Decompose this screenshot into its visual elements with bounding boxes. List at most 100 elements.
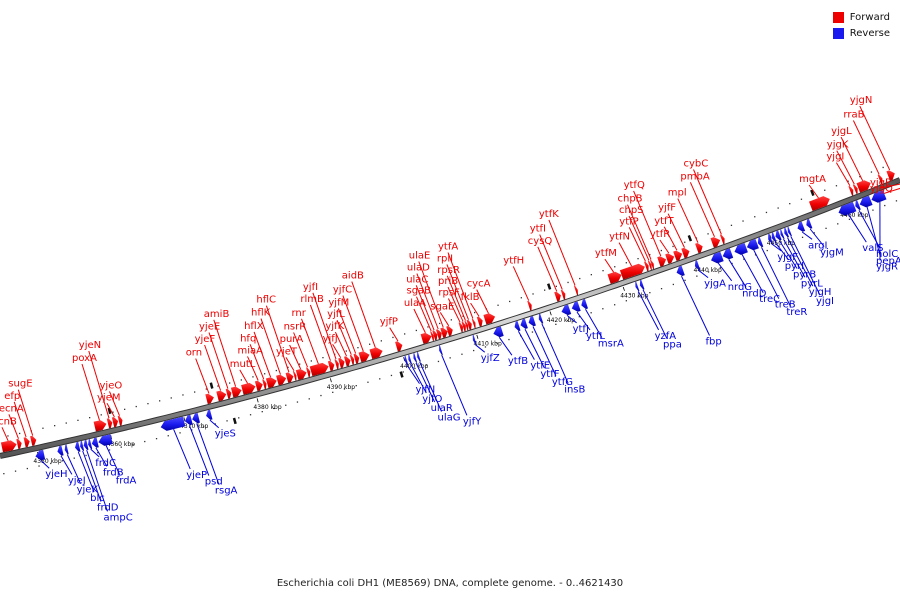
gene-label-yjgL: yjgL: [831, 126, 852, 137]
forward-gene-ytfT: [673, 250, 683, 261]
scale-tick: [549, 311, 552, 316]
mobile-element-mark: [399, 371, 404, 378]
gene-label-ytfF: ytfF: [540, 369, 559, 380]
label-leader-pyrL: [783, 238, 806, 278]
gene-label-yjeO: yjeO: [100, 380, 123, 391]
scale-tick-label: 4440 kbp: [694, 267, 722, 274]
scale-tick: [769, 234, 772, 239]
gene-label-ulaR: ulaR: [431, 403, 453, 414]
label-leader-mpl: [677, 198, 699, 243]
reverse-track-dot: [684, 279, 686, 281]
label-leader-ecnB: [1, 427, 9, 442]
forward-gene-rlmB: [327, 360, 335, 371]
label-leader-yjfZ: [475, 344, 486, 353]
label-leader-yjfK: [334, 331, 347, 357]
reverse-track-dot: [461, 353, 463, 355]
gene-label-ytfL: ytfL: [586, 331, 605, 342]
gene-label-valS: valS: [862, 243, 883, 254]
forward-gene-ytfP: [644, 261, 649, 272]
reverse-track-dot: [672, 283, 674, 286]
forward-gene-rpsF: [458, 322, 463, 333]
forward-gene-yjeM: [111, 417, 119, 428]
gene-label-ulaE: ulaE: [409, 251, 431, 262]
label-leader-yjgI: [790, 236, 821, 296]
reverse-gene-frdA: [98, 434, 113, 446]
forward-track-dot: [695, 237, 698, 239]
gene-label-nsrR: nsrR: [284, 322, 307, 333]
forward-track-dot: [170, 397, 172, 399]
forward-track-dot: [229, 382, 231, 384]
label-leader-ytfN: [618, 242, 633, 267]
forward-track-dot: [310, 360, 312, 362]
gene-label-chpB: chpB: [618, 194, 643, 205]
label-leader-yjeT: [285, 357, 295, 372]
gene-label-pyrL: pyrL: [801, 278, 823, 289]
reverse-gene-treR: [757, 237, 764, 248]
forward-track-dot: [800, 198, 803, 200]
label-leader-rlmB: [309, 304, 331, 361]
forward-gene-ytfN: [619, 263, 645, 280]
gene-label-poxA: poxA: [72, 353, 97, 364]
gene-label-ecnB: ecnB: [0, 416, 17, 427]
gene-label-priB: priB: [438, 276, 458, 287]
gene-label-rpsF: rpsF: [438, 288, 460, 299]
label-leader-yjgP: [879, 183, 900, 189]
label-leader-yjeM: [106, 403, 115, 418]
label-leader-ytfT: [663, 226, 678, 251]
gene-label-holC: holC: [876, 249, 898, 260]
label-leader-ytfL: [576, 311, 591, 331]
forward-track-dot: [754, 216, 756, 218]
gene-label-amiB: amiB: [204, 309, 230, 320]
forward-gene-yjfP: [395, 341, 403, 352]
forward-track-dot: [567, 281, 569, 284]
reverse-track-dot: [590, 312, 592, 314]
label-leader-cycA: [476, 289, 489, 314]
label-leader-ytfF: [524, 328, 545, 369]
reverse-gene-ampC: [83, 439, 89, 450]
label-leader-ytfK: [548, 219, 576, 286]
label-leader-rplI: [446, 264, 469, 320]
gene-label-yjeK: yjeK: [77, 485, 99, 496]
reverse-track-dot: [637, 296, 639, 298]
gene-label-insB: insB: [564, 384, 585, 395]
reverse-gene-yjeP: [160, 416, 186, 431]
gene-label-mutL: mutL: [230, 359, 256, 370]
reverse-track-dot: [120, 446, 122, 448]
reverse-track-dot: [567, 319, 569, 322]
reverse-gene-ytfG: [528, 316, 536, 327]
reverse-track-dot: [38, 465, 40, 467]
label-leader-yjgH: [787, 237, 814, 287]
gene-label-yjfK: yjfK: [325, 321, 344, 332]
scale-tick-label: 4360 kbp: [107, 441, 135, 448]
label-leader-ytfI: [539, 234, 563, 290]
reverse-track-dot: [202, 426, 205, 428]
forward-track-dot: [404, 333, 406, 335]
reverse-track-dot: [390, 374, 393, 377]
reverse-gene-yjgA: [694, 260, 701, 271]
gene-label-ytfG: ytfG: [552, 377, 573, 388]
forward-gene-hflK: [276, 374, 287, 386]
reverse-track-dot: [308, 398, 310, 400]
genome-backbone: [0, 177, 900, 459]
label-leader-hflK: [260, 318, 281, 375]
forward-track-dot: [240, 379, 242, 381]
forward-gene-ytfI: [560, 289, 566, 300]
gene-label-yjgP: yjgP: [870, 177, 891, 188]
reverse-track-dot: [167, 435, 169, 437]
gene-label-psd: psd: [205, 477, 223, 488]
gene-label-yjfZ: yjfZ: [481, 353, 500, 364]
mobile-element-mark: [107, 407, 112, 415]
forward-track-dot: [345, 350, 347, 352]
forward-gene-poxA: [93, 420, 107, 432]
label-leader-psd: [188, 425, 210, 476]
forward-gene-aidB: [369, 347, 383, 360]
reverse-track-dot: [3, 473, 5, 475]
forward-track-dot: [252, 376, 254, 378]
reverse-track-dot: [625, 300, 627, 302]
forward-track-dot: [672, 245, 674, 248]
forward-gene-ytfH: [527, 300, 532, 311]
forward-track-dot: [474, 311, 476, 314]
forward-track-dot: [439, 322, 441, 325]
reverse-gene-ppa: [639, 279, 645, 290]
gene-label-pmbA: pmbA: [680, 171, 709, 182]
